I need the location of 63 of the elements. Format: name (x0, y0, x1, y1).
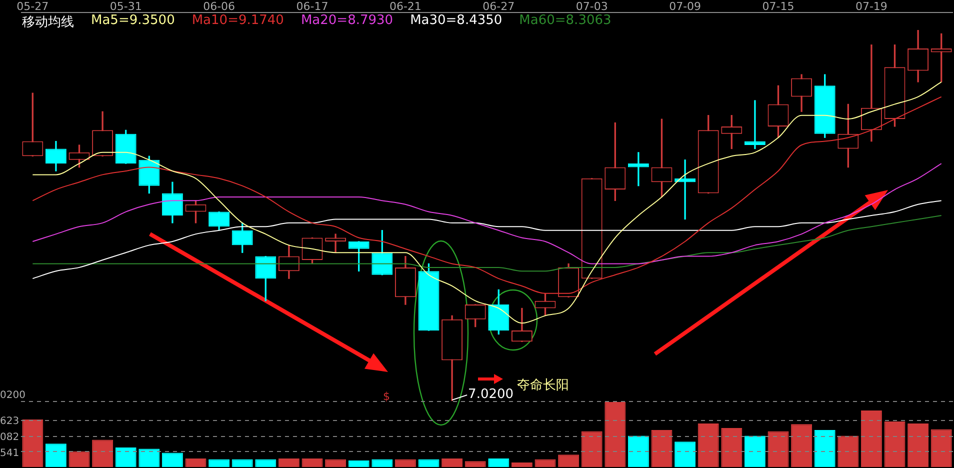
bar (838, 436, 859, 467)
legend-title: 移动均线 (22, 14, 74, 31)
bar (418, 459, 440, 467)
bar (884, 422, 906, 467)
text: Ma60=8.3063 (519, 13, 612, 30)
bar (628, 436, 649, 467)
bar (68, 451, 90, 467)
x-tick-label: 07-09 (669, 0, 702, 13)
bar (488, 458, 510, 467)
annotation: 0200 (0, 390, 26, 401)
bar (185, 458, 206, 467)
bar (814, 430, 836, 467)
bar (860, 410, 882, 467)
candlestick (628, 152, 649, 186)
bar (442, 458, 463, 467)
bar (22, 420, 44, 467)
bar (138, 448, 160, 467)
x-tick-label: 07-03 (576, 0, 608, 13)
annotation: $ (383, 390, 390, 403)
x-tick-label: 05-27 (16, 0, 49, 13)
bar (394, 459, 416, 467)
annotation: 7.0200 (468, 387, 514, 402)
bar (162, 452, 183, 467)
bar (325, 459, 346, 467)
bar (721, 428, 742, 467)
bar (674, 442, 696, 467)
bar (581, 431, 602, 467)
text: 541 (0, 448, 20, 459)
text: Ma30=8.4350 (410, 13, 502, 30)
bar (348, 460, 370, 467)
text: 623 (0, 416, 20, 427)
x-tick-label: 06-27 (482, 0, 515, 13)
bar (302, 458, 323, 467)
bar (45, 444, 66, 467)
bar (791, 424, 812, 467)
bar (464, 461, 486, 467)
bar (651, 430, 672, 467)
annotation: 夺命长阳 (517, 378, 569, 393)
bar (534, 459, 556, 467)
text: Ma10=9.1740 (192, 13, 284, 30)
bar (744, 436, 766, 467)
bar (208, 459, 230, 467)
x-tick-label: 06-21 (389, 0, 422, 13)
bar (92, 440, 114, 467)
x-tick-label: 07-15 (762, 0, 794, 13)
x-tick-label: 05-31 (110, 0, 142, 13)
bar (908, 423, 929, 467)
x-tick-label: 07-19 (855, 0, 888, 13)
bar (604, 402, 626, 467)
bar (115, 448, 136, 467)
x-tick-label: 06-06 (203, 0, 236, 13)
bar (768, 431, 789, 467)
x-tick-label: 06-17 (296, 0, 328, 13)
bar (558, 454, 580, 467)
bar (278, 458, 300, 467)
bar (698, 423, 719, 467)
text: 082 (0, 432, 20, 443)
text: Ma20=8.7930 (300, 13, 394, 30)
text: Ma5=9.3500 (91, 13, 175, 30)
bar (930, 429, 952, 467)
candlestick (860, 44, 882, 142)
bar (372, 459, 393, 467)
bar (232, 459, 253, 467)
